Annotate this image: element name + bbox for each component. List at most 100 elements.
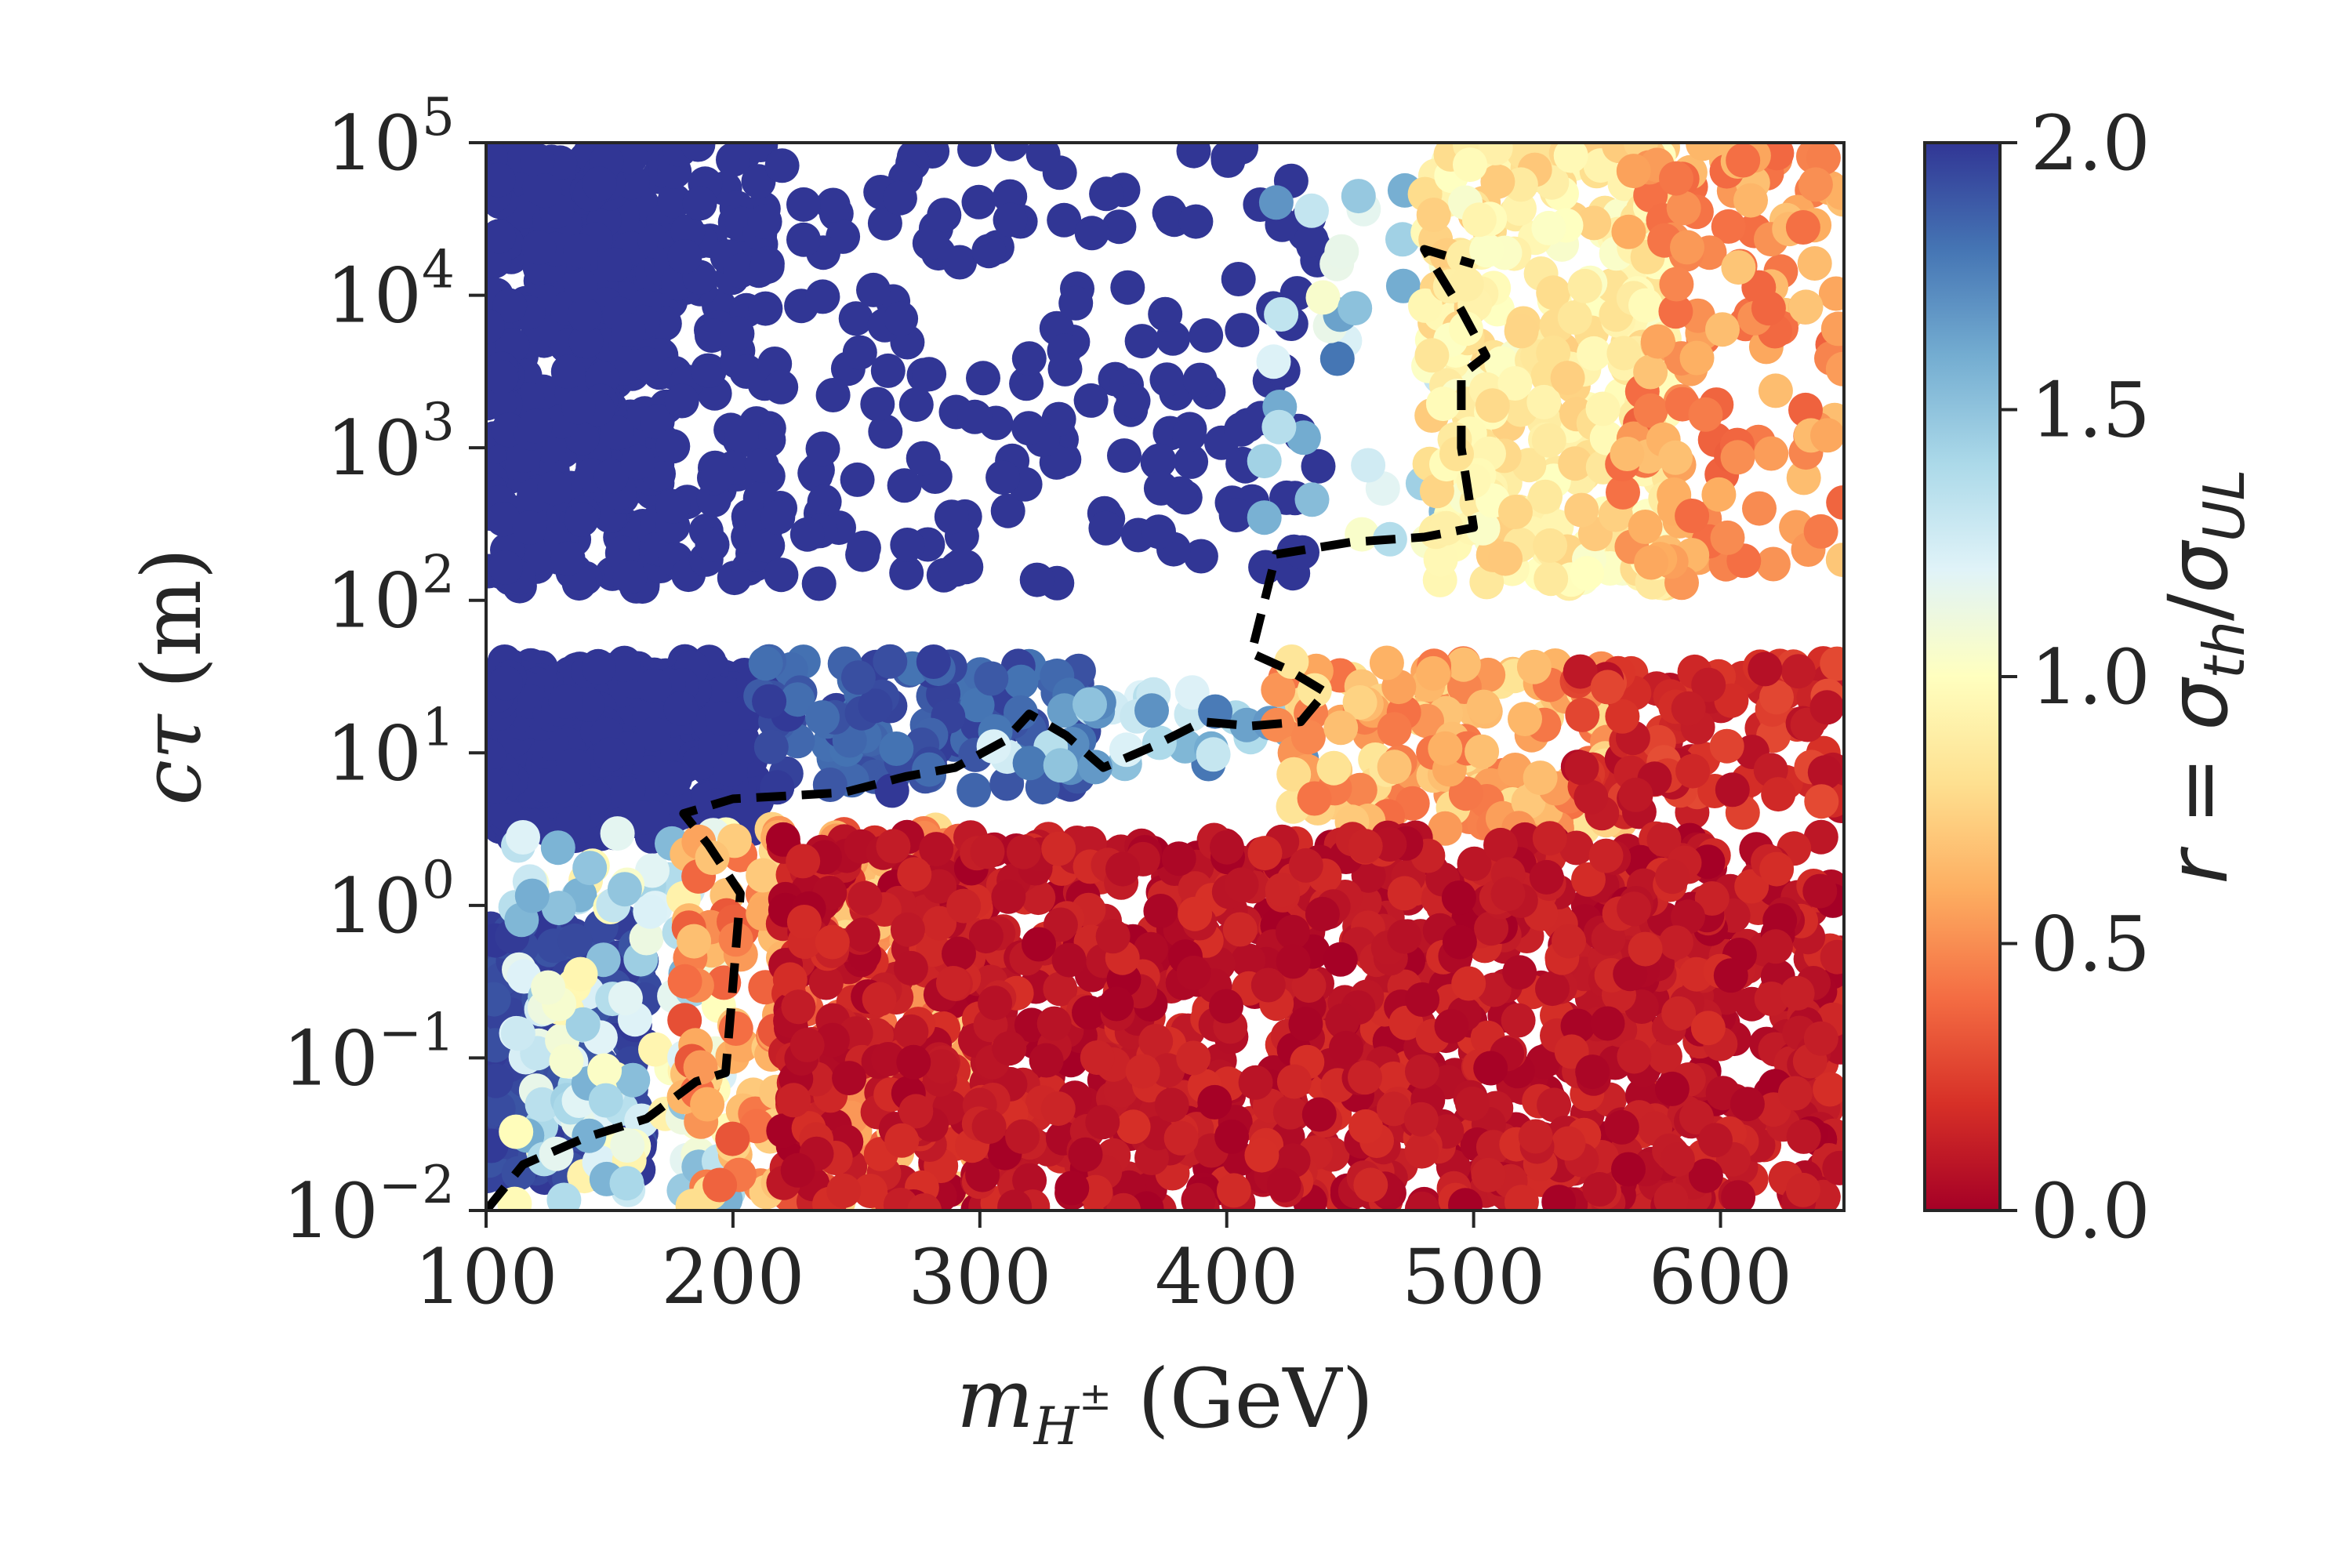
x-tick-label: 500 <box>1402 1233 1545 1321</box>
colorbar-tick-label: 0.0 <box>2031 1167 2151 1255</box>
data-point <box>1628 510 1663 544</box>
data-point <box>1786 460 1821 495</box>
data-point <box>1671 691 1706 726</box>
data-point <box>720 316 755 351</box>
data-point <box>1659 925 1693 960</box>
data-point <box>1210 829 1244 865</box>
data-point <box>607 872 642 907</box>
data-point <box>1116 1109 1151 1145</box>
data-point <box>1478 143 1513 165</box>
scatter-points <box>486 143 1844 1210</box>
data-point <box>970 834 1005 869</box>
data-point <box>870 1042 906 1076</box>
data-point <box>1351 448 1386 483</box>
data-point <box>1004 664 1039 699</box>
data-point <box>1174 675 1210 710</box>
data-point <box>1197 1084 1232 1120</box>
data-point <box>1820 311 1844 347</box>
data-point <box>1754 436 1789 471</box>
data-point <box>1448 1188 1483 1210</box>
data-point <box>1802 873 1838 909</box>
data-point <box>1471 1157 1506 1192</box>
data-point <box>1294 193 1329 228</box>
data-point <box>1655 859 1690 895</box>
data-point <box>907 1193 942 1210</box>
data-point <box>541 891 576 926</box>
data-point <box>1803 514 1838 549</box>
data-point <box>1047 351 1083 387</box>
data-point <box>1176 955 1211 990</box>
data-point <box>853 1174 888 1209</box>
data-point <box>1730 1087 1765 1122</box>
data-point <box>1618 777 1653 812</box>
data-point <box>1502 955 1537 990</box>
data-point <box>1803 819 1838 855</box>
data-point <box>1536 275 1571 310</box>
data-point <box>1616 154 1651 189</box>
data-point <box>1210 143 1246 178</box>
data-point <box>966 361 1000 396</box>
data-point <box>1316 750 1352 786</box>
data-point <box>521 230 557 265</box>
data-point <box>486 359 519 394</box>
data-point <box>588 1083 623 1118</box>
data-point <box>912 226 947 261</box>
data-point <box>884 1123 920 1158</box>
data-point <box>1142 443 1177 478</box>
data-point <box>1534 561 1569 597</box>
data-point <box>1294 223 1329 258</box>
data-point <box>1138 1024 1174 1058</box>
data-point <box>1348 829 1383 864</box>
colorbar <box>1923 141 2002 1212</box>
data-point <box>1029 1043 1064 1078</box>
data-point <box>1564 492 1599 528</box>
data-point <box>1261 672 1296 707</box>
data-point <box>1575 1054 1610 1090</box>
data-point <box>1810 418 1844 453</box>
colorbar-tick-label: 0.5 <box>2031 901 2151 989</box>
data-point <box>882 180 917 216</box>
data-point <box>1518 1119 1553 1154</box>
data-point <box>906 441 941 476</box>
data-point <box>611 312 646 347</box>
data-point <box>1124 324 1160 359</box>
data-point <box>1040 1091 1076 1127</box>
data-point <box>563 233 598 268</box>
data-point <box>890 528 925 562</box>
data-point <box>563 268 598 303</box>
data-point <box>1610 437 1645 471</box>
data-point <box>1261 409 1297 445</box>
data-point <box>718 1011 753 1046</box>
data-point <box>1475 388 1510 423</box>
data-point <box>815 378 851 412</box>
data-point <box>1247 836 1283 871</box>
data-point <box>1150 1053 1185 1088</box>
data-point <box>597 247 633 282</box>
data-point <box>1224 867 1259 902</box>
data-point <box>1617 891 1652 927</box>
data-point <box>898 1094 934 1129</box>
data-point <box>691 353 725 388</box>
data-point <box>974 661 1009 696</box>
data-point <box>1025 143 1061 172</box>
data-point <box>1043 748 1078 783</box>
data-point <box>1698 1123 1733 1158</box>
data-point <box>1573 779 1609 815</box>
data-point <box>1469 564 1504 600</box>
data-point <box>600 416 634 451</box>
data-point <box>1571 862 1606 897</box>
data-point <box>1536 335 1571 370</box>
data-point <box>965 1157 1000 1192</box>
data-point <box>1102 209 1137 245</box>
data-point <box>1297 781 1332 816</box>
data-point <box>724 418 759 452</box>
data-point <box>1590 1006 1625 1041</box>
data-point <box>978 985 1013 1021</box>
data-point <box>1288 848 1323 883</box>
data-point <box>1011 411 1047 446</box>
data-point <box>1483 827 1518 862</box>
data-point <box>919 832 954 867</box>
data-point <box>860 387 895 422</box>
data-point <box>1416 655 1451 691</box>
data-point <box>1163 1120 1199 1156</box>
